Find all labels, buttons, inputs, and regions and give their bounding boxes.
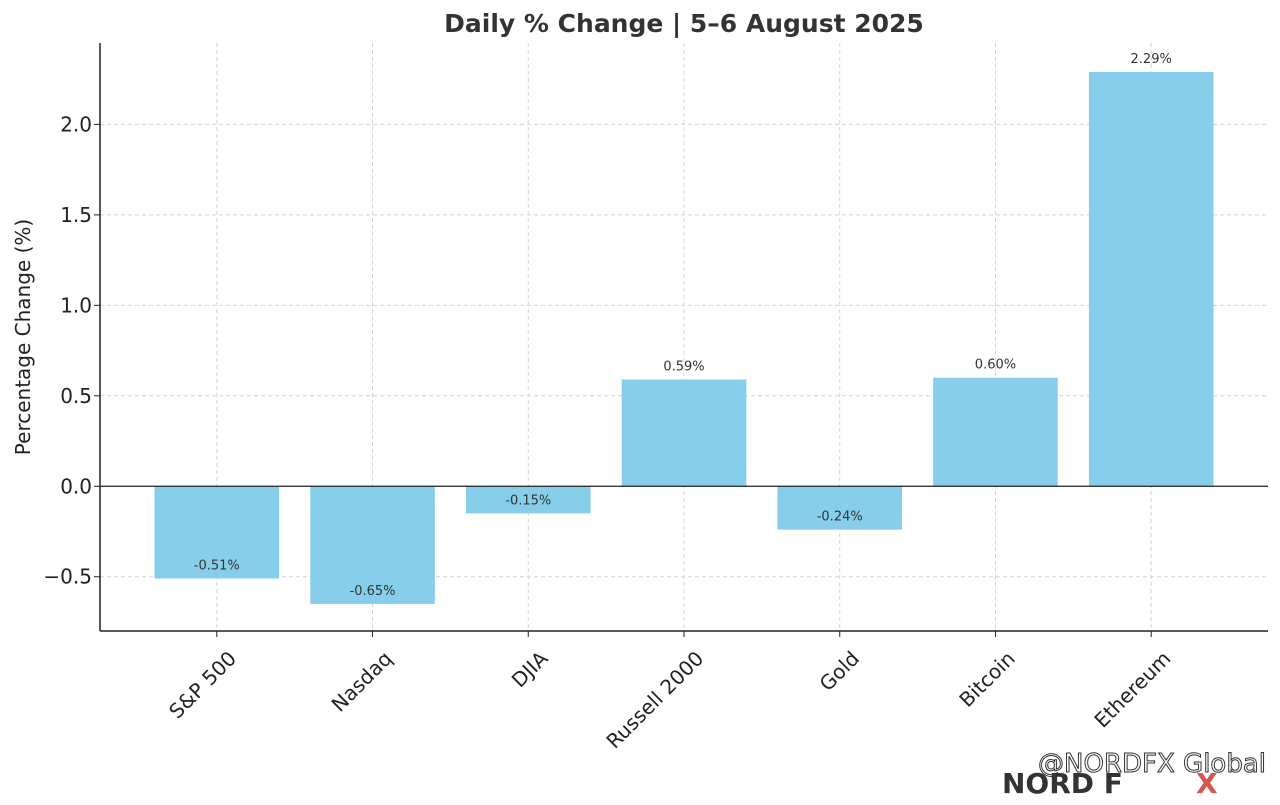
y-tick-label-3: 1.0 <box>60 293 92 317</box>
x-tick-label-0: S&P 500 <box>164 646 241 723</box>
data-label-3: 0.59% <box>663 360 704 375</box>
y-tick-label-2: 0.5 <box>60 384 92 408</box>
y-axis-label: Percentage Change (%) <box>11 219 35 455</box>
bar-3 <box>621 379 747 487</box>
x-tick-label-1: Nasdaq <box>327 646 397 716</box>
y-tick-label-0: −0.5 <box>43 565 92 589</box>
x-tick-label-4: Gold <box>815 646 864 695</box>
logo-x-mark: X <box>1196 767 1218 800</box>
data-label-5: 0.60% <box>975 358 1016 373</box>
y-tick-label-4: 1.5 <box>60 203 92 227</box>
x-tick-label-3: Russell 2000 <box>601 646 708 753</box>
x-tick-label-6: Ethereum <box>1089 646 1175 732</box>
y-ticks: −0.5 0.0 0.5 1.0 1.5 2.0 <box>43 112 100 589</box>
bar-1 <box>310 486 435 604</box>
data-labels: -0.51% -0.65% -0.15% 0.59% -0.24% 0.60% 2.29% <box>194 52 1172 599</box>
y-tick-label-5: 2.0 <box>60 112 92 136</box>
nordfx-logo: NORD F X <box>1002 767 1218 800</box>
x-ticks: S&P 500 Nasdaq DJIA Russell 2000 Gold Bitcoin… <box>164 631 1175 753</box>
bar-4 <box>777 486 903 530</box>
data-label-2: -0.15% <box>505 493 551 508</box>
bars <box>154 71 1214 604</box>
watermark-handle: @NORDFX Global <box>1038 749 1266 779</box>
data-label-0: -0.51% <box>194 559 240 574</box>
data-label-1: -0.65% <box>350 584 396 599</box>
logo-wordmark: NORD F <box>1002 767 1123 800</box>
chart-title: Daily % Change | 5–6 August 2025 <box>444 9 924 38</box>
x-tick-label-2: DJIA <box>507 646 553 692</box>
data-label-4: -0.24% <box>817 510 863 525</box>
bar-6 <box>1088 71 1214 487</box>
x-tick-label-5: Bitcoin <box>954 646 1019 711</box>
data-label-6: 2.29% <box>1131 52 1172 67</box>
bar-2 <box>465 486 591 514</box>
watermark: @NORDFX Global NORD F X <box>1002 749 1267 801</box>
bar-0 <box>154 486 280 579</box>
y-tick-label-1: 0.0 <box>60 474 92 498</box>
bar-5 <box>933 377 1058 487</box>
